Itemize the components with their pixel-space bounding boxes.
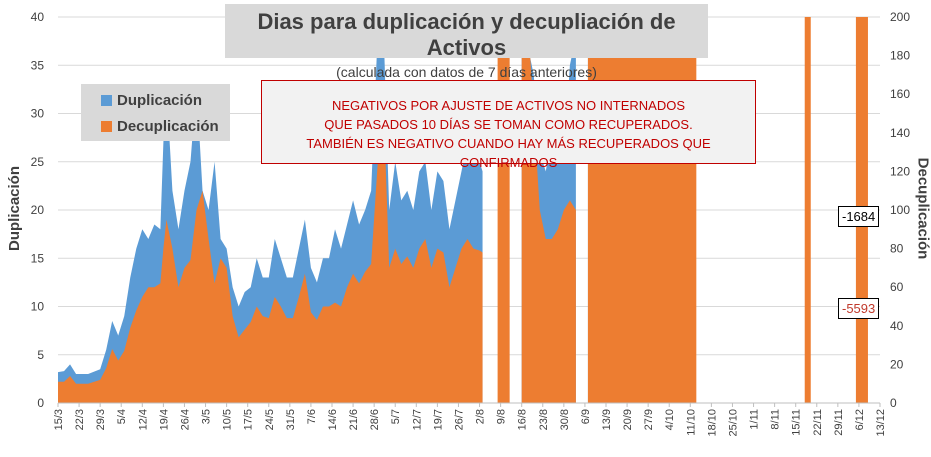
x-tick-label: 27/9: [643, 409, 655, 430]
x-tick-label: 8/11: [770, 409, 782, 430]
y-tick-right: 180: [890, 49, 910, 63]
y-axis-left-title: Duplicación: [6, 165, 24, 252]
x-tick-label: 5/7: [390, 409, 402, 424]
x-tick-label: 21/6: [348, 409, 360, 430]
y-tick-right: 200: [890, 10, 910, 24]
x-tick-label: 18/10: [706, 409, 718, 437]
note-line: TAMBIÉN ES NEGATIVO CUANDO HAY MÁS RECUP…: [306, 136, 711, 170]
negative-values-note: NEGATIVOS POR AJUSTE DE ACTIVOS NO INTER…: [261, 80, 756, 170]
legend-swatch-duplicacion: [101, 95, 112, 106]
legend-item-decuplicacion: Decuplicación: [101, 118, 219, 135]
y-tick-left: 10: [31, 300, 45, 314]
note-line: NEGATIVOS POR AJUSTE DE ACTIVOS NO INTER…: [332, 98, 685, 113]
x-tick-label: 5/4: [116, 409, 128, 424]
x-tick-label: 29/11: [833, 409, 845, 436]
area-decuplicacion: [804, 17, 811, 403]
x-tick-label: 22/3: [74, 409, 86, 430]
x-tick-label: 26/4: [179, 409, 191, 430]
x-tick-label: 20/9: [622, 409, 634, 430]
x-tick-label: 24/5: [264, 409, 276, 430]
x-tick-label: 26/7: [453, 409, 465, 430]
x-tick-label: 13/12: [875, 409, 887, 437]
x-tick-label: 25/10: [727, 409, 739, 437]
x-tick-label: 11/10: [685, 409, 697, 436]
x-tick-label: 31/5: [285, 409, 297, 430]
x-tick-label: 13/9: [601, 409, 613, 430]
y-tick-left: 25: [31, 155, 45, 169]
y-tick-left: 5: [37, 348, 44, 362]
x-tick-label: 6/12: [854, 409, 866, 430]
y-tick-left: 35: [31, 58, 45, 72]
y-tick-right: 140: [890, 126, 910, 140]
chart-title: Dias para duplicación y decupliación de …: [257, 9, 676, 60]
x-tick-label: 30/8: [559, 409, 571, 430]
axes: 0 5 10 15 20 25 30 35 40 0 20 40 60 80 100 120 140 160 180…: [31, 10, 911, 437]
y-tick-right: 0: [890, 396, 897, 410]
x-tick-label: 2/8: [475, 409, 487, 424]
x-tick-label: 19/4: [158, 409, 170, 430]
y-tick-right: 60: [890, 280, 904, 294]
y-tick-left: 15: [31, 251, 45, 265]
x-tick-label: 16/8: [517, 409, 529, 430]
y-tick-right: 80: [890, 242, 904, 256]
legend-item-duplicacion: Duplicación: [101, 92, 202, 109]
y-tick-left: 20: [31, 203, 45, 217]
x-tick-label: 3/5: [201, 409, 213, 424]
x-tick-label: 7/6: [306, 409, 318, 424]
y-tick-left: 0: [37, 396, 44, 410]
area-decuplicacion: [58, 94, 483, 403]
x-tick-label: 15/3: [53, 409, 65, 430]
data-label-decuplicacion: -5593: [838, 298, 880, 319]
x-tick-label: 4/10: [664, 409, 676, 430]
legend-label-duplicacion: Duplicación: [117, 92, 203, 109]
chart-title-box: Dias para duplicación y decupliación de …: [225, 4, 708, 80]
x-tick-label: 1/11: [749, 409, 761, 430]
y-tick-right: 120: [890, 164, 910, 178]
data-label-duplicacion: -1684: [838, 206, 880, 227]
y-axis-right-title: Decuplicación: [914, 157, 931, 260]
x-tick-label: 9/8: [496, 409, 508, 424]
area-decuplicacion: [521, 17, 576, 403]
x-tick-label: 10/5: [222, 409, 234, 430]
x-tick-label: 14/6: [327, 409, 339, 430]
x-tick-label: 22/11: [812, 409, 824, 436]
y-tick-right: 100: [890, 203, 910, 217]
y-tick-left: 30: [31, 107, 45, 121]
y-tick-right: 160: [890, 87, 910, 101]
legend: Duplicación Decuplicación: [81, 84, 230, 141]
x-tick-label: 23/8: [538, 409, 550, 430]
chart-subtitle: (calculada con datos de 7 días anteriore…: [336, 64, 597, 80]
x-tick-label: 17/5: [243, 409, 255, 430]
y-tick-right: 40: [890, 319, 904, 333]
x-tick-label: 19/7: [432, 409, 444, 430]
x-tick-label: 6/9: [580, 409, 592, 424]
x-tick-label: 28/6: [369, 409, 381, 430]
note-line: QUE PASADOS 10 DÍAS SE TOMAN COMO RECUPE…: [324, 117, 693, 132]
legend-label-decuplicacion: Decuplicación: [117, 118, 219, 135]
x-tick-label: 12/7: [411, 409, 423, 430]
legend-swatch-decuplicacion: [101, 121, 112, 132]
x-tick-label: 12/4: [137, 409, 149, 430]
x-tick-label: 29/3: [95, 409, 107, 430]
y-tick-left: 40: [31, 10, 45, 24]
x-tick-label: 15/11: [791, 409, 803, 436]
y-tick-right: 20: [890, 357, 904, 371]
